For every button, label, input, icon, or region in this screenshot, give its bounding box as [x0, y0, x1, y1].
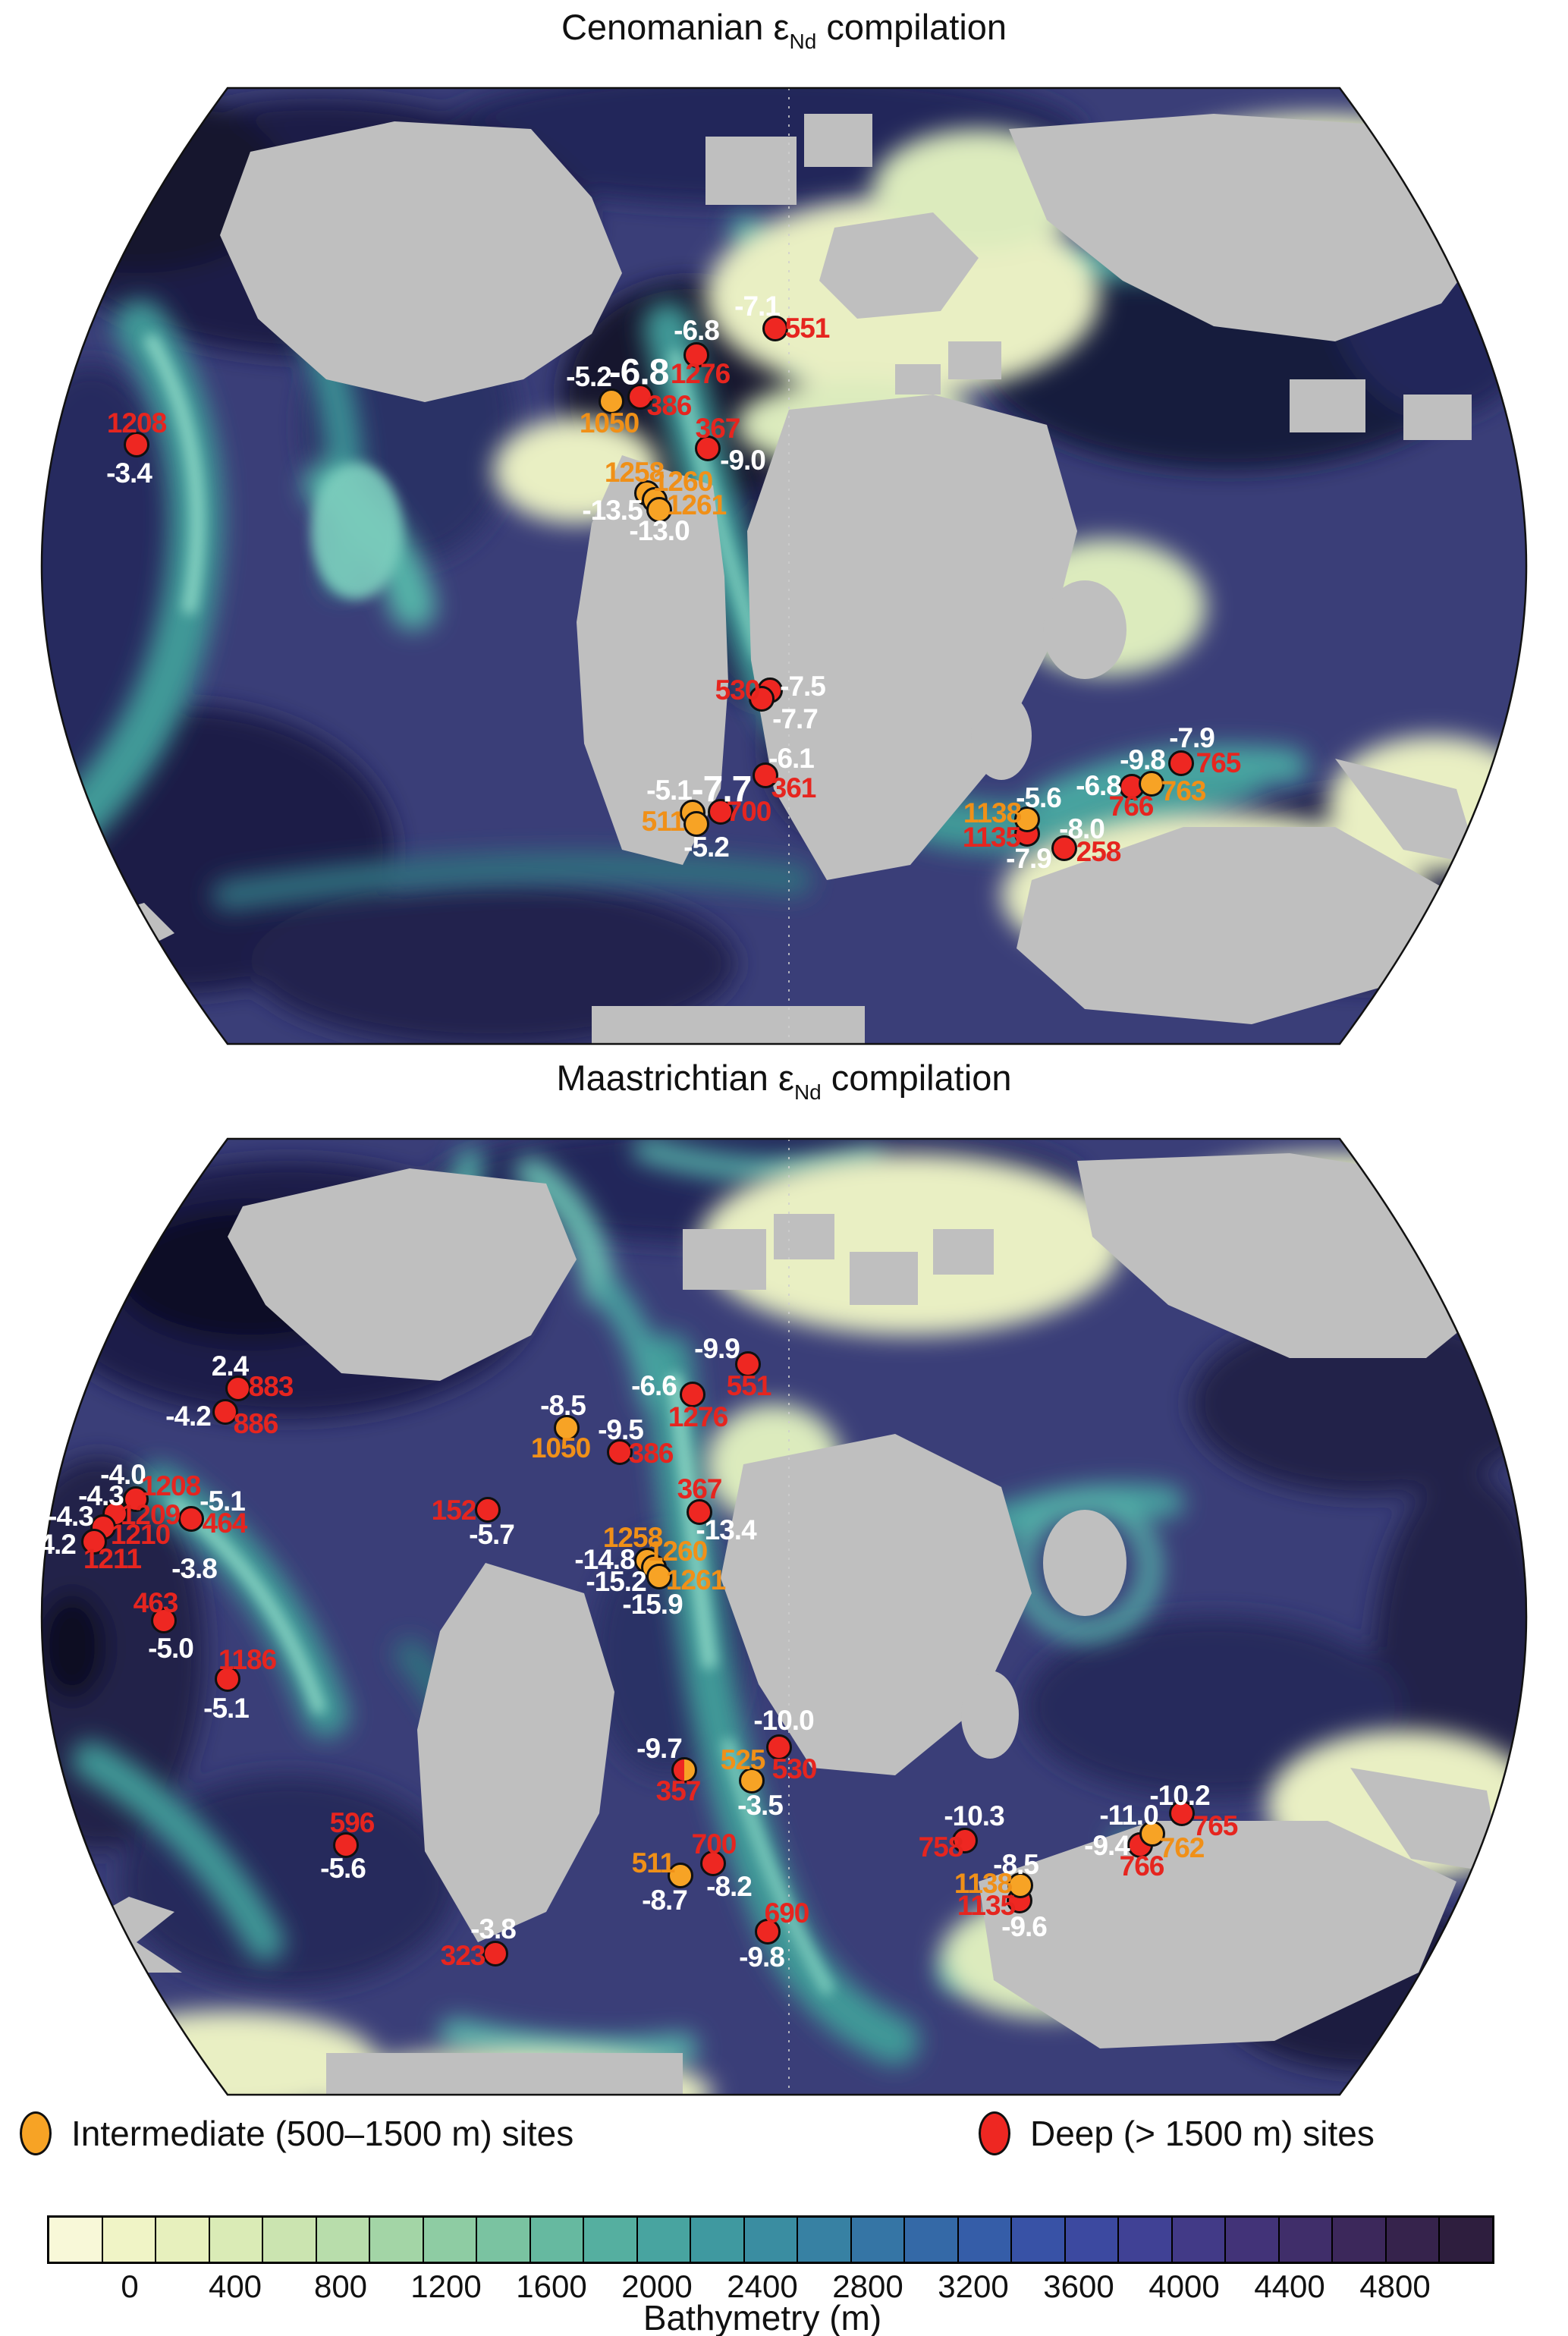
deep-site-legend-label: Deep (> 1500 m) sites	[1030, 2114, 1375, 2153]
colorbar-cell	[958, 2218, 1013, 2262]
colorbar-cell	[209, 2218, 264, 2262]
colorbar-cell	[316, 2218, 371, 2262]
colorbar-cell	[530, 2218, 585, 2262]
colorbar-cell	[1279, 2218, 1334, 2262]
epsilon-symbol: ε	[773, 7, 790, 47]
colorbar-title: Bathymetry (m)	[643, 2298, 882, 2336]
colorbar-cell	[851, 2218, 906, 2262]
colorbar-cell	[584, 2218, 638, 2262]
map-2-title: Maastrichtian εNd compilation	[0, 1057, 1568, 1105]
colorbar-tick-label: 1600	[516, 2268, 587, 2304]
nd-subscript: Nd	[793, 1080, 822, 1104]
colorbar-cell	[423, 2218, 478, 2262]
colorbar-cell	[637, 2218, 692, 2262]
colorbar-cell	[691, 2218, 745, 2262]
colorbar-cell	[49, 2218, 103, 2262]
colorbar-cell	[798, 2218, 852, 2262]
intermediate-site-legend-label: Intermediate (500–1500 m) sites	[71, 2114, 574, 2153]
map-1-title-prefix: Cenomanian	[561, 7, 774, 47]
map-2-title-suffix: compilation	[821, 1058, 1012, 1098]
intermediate-site-legend-marker	[20, 2111, 52, 2155]
colorbar-tick-label: 2800	[832, 2268, 903, 2304]
colorbar-cell	[1172, 2218, 1227, 2262]
colorbar-cell	[1386, 2218, 1441, 2262]
colorbar-cell	[905, 2218, 959, 2262]
colorbar-tick-label: 2400	[727, 2268, 798, 2304]
colorbar-cell	[102, 2218, 157, 2262]
colorbar-tick-label: 4000	[1149, 2268, 1220, 2304]
map-2-art	[42, 1139, 1526, 2095]
colorbar-cell	[370, 2218, 424, 2262]
legend-item-deep: Deep (> 1500 m) sites	[979, 2109, 1375, 2158]
map-1-title-suffix: compilation	[816, 7, 1007, 47]
map-1-title: Cenomanian εNd compilation	[0, 6, 1568, 54]
deep-site-legend-marker	[979, 2111, 1010, 2155]
colorbar-tick-label: 1200	[410, 2268, 482, 2304]
colorbar-cell	[1012, 2218, 1066, 2262]
epsilon-symbol: ε	[778, 1058, 794, 1098]
bathymetry-colorbar	[47, 2215, 1494, 2264]
colorbar-cell	[263, 2218, 317, 2262]
colorbar-cell	[477, 2218, 531, 2262]
colorbar-cell	[1440, 2218, 1492, 2262]
legend-item-intermediate: Intermediate (500–1500 m) sites	[20, 2109, 573, 2158]
colorbar-tick-label: 2000	[621, 2268, 693, 2304]
colorbar-cell	[744, 2218, 799, 2262]
colorbar-ticks: 0 400 800 1200 1600 2000 2400 2800 3200 3600 4000 4…	[0, 2268, 1568, 2306]
colorbar-cell	[156, 2218, 210, 2262]
colorbar-cell	[1226, 2218, 1280, 2262]
colorbar-cell	[1333, 2218, 1387, 2262]
colorbar-tick-label: 0	[121, 2268, 139, 2304]
colorbar-tick-label: 800	[313, 2268, 368, 2304]
map-2-title-prefix: Maastrichtian	[556, 1058, 778, 1098]
colorbar-tick-label: 4800	[1359, 2268, 1431, 2304]
colorbar-tick-label: 3200	[938, 2268, 1009, 2304]
colorbar-cell	[1065, 2218, 1120, 2262]
colorbar-tick-label: 3600	[1043, 2268, 1114, 2304]
colorbar-cell	[1119, 2218, 1173, 2262]
map-1-art	[42, 88, 1526, 1044]
colorbar-tick-label: 4400	[1254, 2268, 1325, 2304]
nd-subscript: Nd	[789, 30, 817, 53]
colorbar-tick-label: 400	[208, 2268, 262, 2304]
